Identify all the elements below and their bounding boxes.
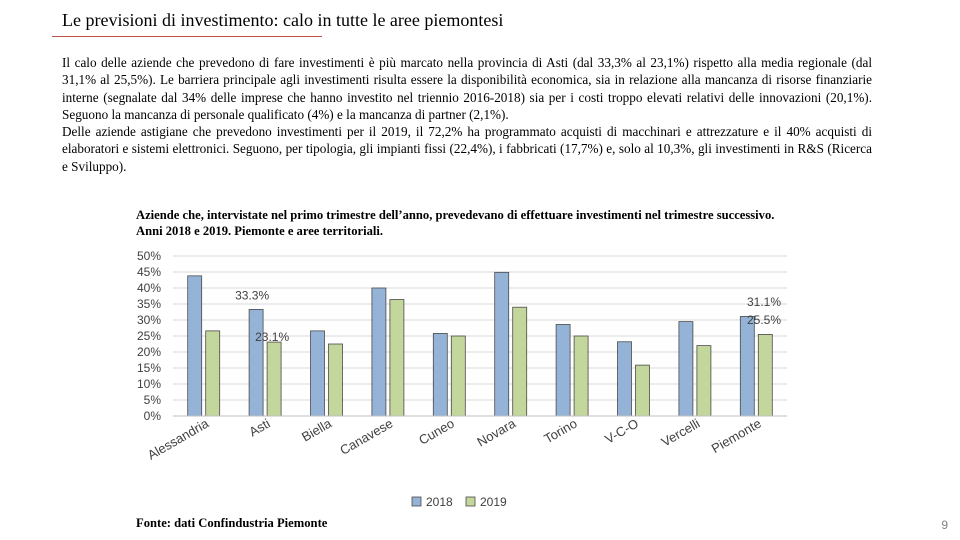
data-label: 25.5% bbox=[747, 313, 781, 327]
bar-2018 bbox=[371, 287, 387, 417]
bar-2019 bbox=[450, 335, 466, 417]
x-tick-label: Biella bbox=[299, 415, 335, 444]
bar-2019 bbox=[205, 330, 221, 417]
y-tick-label: 10% bbox=[137, 377, 161, 391]
x-tick-label: Canavese bbox=[337, 416, 395, 458]
paragraph-2: Delle aziende astigiane che prevedono in… bbox=[62, 124, 872, 174]
data-label: 23.1% bbox=[255, 330, 289, 344]
y-tick-label: 20% bbox=[137, 345, 161, 359]
y-tick-label: 35% bbox=[137, 297, 161, 311]
bar-2019 bbox=[266, 341, 282, 417]
body-text: Il calo delle aziende che prevedono di f… bbox=[62, 54, 872, 175]
x-tick-label: Vercelli bbox=[659, 416, 703, 450]
bar-2019 bbox=[635, 364, 650, 417]
data-label: 31.1% bbox=[747, 295, 781, 309]
data-label: 33.3% bbox=[235, 288, 269, 302]
x-tick-label: V-C-O bbox=[602, 416, 641, 447]
bar-2018 bbox=[739, 316, 755, 417]
legend-swatch bbox=[465, 496, 476, 507]
paragraph-1: Il calo delle aziende che prevedono di f… bbox=[62, 55, 872, 122]
y-tick-label: 25% bbox=[137, 329, 161, 343]
bar-2018 bbox=[494, 271, 510, 417]
legend-label: 2019 bbox=[480, 495, 507, 509]
bar-2018 bbox=[678, 321, 694, 417]
y-tick-label: 5% bbox=[144, 393, 162, 407]
bar-2019 bbox=[757, 333, 773, 417]
bar-2018 bbox=[187, 275, 203, 417]
bar-2019 bbox=[328, 343, 343, 417]
bar-2018 bbox=[432, 333, 448, 417]
title-underline bbox=[52, 36, 322, 37]
x-tick-label: Novara bbox=[474, 415, 518, 449]
y-tick-label: 45% bbox=[137, 265, 161, 279]
x-tick-label: Cuneo bbox=[416, 416, 457, 448]
bar-2018 bbox=[617, 341, 632, 417]
y-tick-label: 40% bbox=[137, 281, 161, 295]
y-tick-label: 0% bbox=[144, 409, 162, 423]
y-tick-label: 30% bbox=[137, 313, 161, 327]
bar-2018 bbox=[310, 330, 325, 417]
source-note: Fonte: dati Confindustria Piemonte bbox=[136, 516, 328, 530]
bar-2019 bbox=[696, 345, 712, 417]
chart-title: Aziende che, intervistate nel primo trim… bbox=[136, 208, 775, 238]
bar-2019 bbox=[512, 306, 528, 417]
bar-2019 bbox=[573, 335, 589, 417]
x-tick-label: Piemonte bbox=[709, 416, 764, 456]
legend-label: 2018 bbox=[426, 495, 453, 509]
bar-2019 bbox=[389, 299, 405, 417]
page-title: Le previsioni di investimento: calo in t… bbox=[62, 10, 504, 30]
x-tick-label: Torino bbox=[541, 416, 579, 447]
bar-2018 bbox=[555, 324, 571, 417]
x-tick-label: Asti bbox=[246, 416, 272, 440]
y-tick-label: 15% bbox=[137, 361, 161, 375]
bar-2018 bbox=[248, 309, 264, 417]
page-number: 9 bbox=[941, 518, 948, 532]
y-tick-label: 50% bbox=[137, 249, 161, 263]
legend-swatch bbox=[411, 496, 422, 507]
